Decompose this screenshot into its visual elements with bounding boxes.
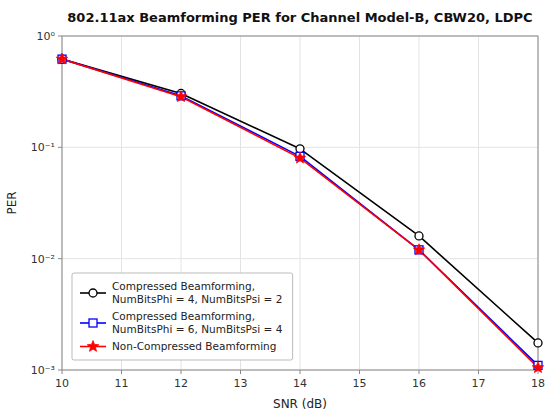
lines (62, 59, 538, 368)
x-tick-label: 12 (174, 377, 188, 390)
y-tick (58, 370, 62, 371)
plot-frame (62, 36, 538, 370)
legend-marker (87, 341, 98, 352)
legend-marker (89, 289, 97, 297)
legend-label: Compressed Beamforming,NumBitsPhi = 4, N… (112, 280, 282, 305)
x-tick-label: 10 (55, 377, 69, 390)
y-axis-label: PER (5, 191, 19, 214)
x-tick-label: 13 (234, 377, 248, 390)
y-grid-line (62, 258, 538, 259)
chart: 10 11 12 13 14 15 16 17 18 10⁻³ 10⁻² 10⁻¹ 10⁰ 802.11a… (0, 0, 560, 420)
x-axis-label: SNR (dB) (273, 397, 327, 411)
data-point (56, 53, 67, 64)
x-grid-line (478, 36, 479, 370)
x-tick (478, 370, 479, 374)
x-tick (359, 370, 360, 374)
title: 802.11ax Beamforming PER for Channel Mod… (67, 10, 532, 25)
x-tick-label: 16 (412, 377, 426, 390)
data-point (532, 362, 543, 373)
x-tick (240, 370, 241, 374)
data-point (294, 152, 305, 163)
y-tick (58, 36, 62, 37)
x-tick (419, 370, 420, 374)
x-tick-label: 17 (472, 377, 486, 390)
y-tick-label: 10⁻² (31, 253, 55, 266)
grid (62, 36, 538, 370)
x-tick (300, 370, 301, 374)
series-line (62, 59, 538, 365)
legend-label: Compressed Beamforming,NumBitsPhi = 6, N… (112, 310, 283, 335)
x-tick (62, 370, 63, 374)
data-point (534, 339, 542, 347)
y-tick (58, 147, 62, 148)
x-tick-label: 14 (293, 377, 307, 390)
x-grid-line (419, 36, 420, 370)
data-point (175, 91, 186, 102)
x-tick (121, 370, 122, 374)
x-tick-label: 11 (115, 377, 129, 390)
markers (56, 53, 543, 372)
x-tick-label: 15 (353, 377, 367, 390)
x-tick-label: 18 (531, 377, 545, 390)
legend-label: Non-Compressed Beamforming (112, 340, 276, 352)
legend: Compressed Beamforming,NumBitsPhi = 4, N… (72, 273, 293, 360)
y-tick-label: 10⁻¹ (31, 141, 55, 154)
data-point (413, 244, 424, 255)
axes: 10 11 12 13 14 15 16 17 18 10⁻³ 10⁻² 10⁻¹ 10⁰ (31, 30, 545, 390)
legend-marker (89, 319, 97, 327)
series-line (62, 59, 538, 343)
x-grid-line (300, 36, 301, 370)
series-line (62, 59, 538, 368)
y-tick-label: 10⁰ (37, 30, 56, 43)
y-tick-label: 10⁻³ (31, 364, 55, 377)
y-tick (58, 258, 62, 259)
legend-box (72, 273, 293, 360)
x-tick (181, 370, 182, 374)
data-point (415, 232, 423, 240)
